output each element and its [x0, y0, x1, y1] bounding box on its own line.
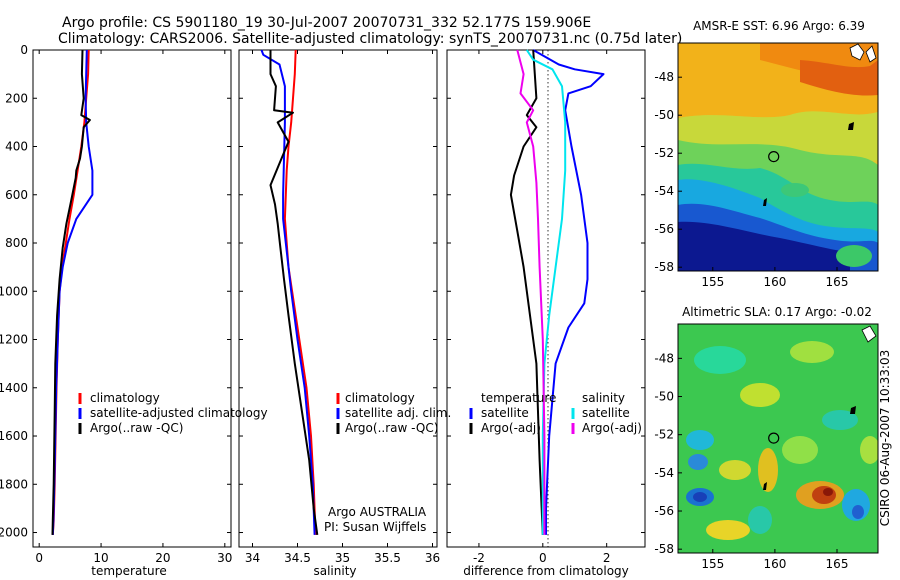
salinity-series-argo-raw-qc — [269, 50, 319, 536]
sst-lon-tick-label: 165 — [826, 275, 849, 289]
sst-lon-tick-label: 155 — [701, 275, 724, 289]
difference-xtick-label: 2 — [603, 551, 611, 565]
depth-tick-label: 1000 — [0, 284, 28, 298]
sst-lat-tick-label: -54 — [654, 184, 674, 198]
salinity-series-climatology — [283, 49, 317, 535]
temperature-xtick-label: 20 — [155, 551, 170, 565]
temperature-legend: climatology satellite-adjusted climatolo… — [78, 391, 268, 435]
depth-tick-label: 200 — [5, 91, 28, 105]
salinity-xtick-label: 35.5 — [374, 551, 401, 565]
sla-lon-tick-label: 155 — [701, 557, 724, 571]
sla-lat-tick-label: -48 — [654, 351, 674, 365]
credit-line-2: PI: Susan Wijffels — [324, 520, 426, 534]
temperature-xtick-label: 0 — [35, 551, 43, 565]
sla-map-ticks: 155 160 165 -48 -50 -52 -54 -56 -58 — [654, 351, 848, 571]
sst-lat-tick-label: -58 — [654, 260, 674, 274]
sst-lat-tick-label: -48 — [654, 70, 674, 84]
temperature-xtick-label: 10 — [93, 551, 108, 565]
sla-lat-tick-label: -54 — [654, 466, 674, 480]
depth-tick-label: 400 — [5, 140, 28, 154]
sla-lon-tick-label: 160 — [763, 557, 786, 571]
legend-label: Argo(..raw -QC) — [345, 421, 438, 435]
depth-tick-label: 1600 — [0, 429, 28, 443]
sst-lon-tick-label: 160 — [763, 275, 786, 289]
sla-lon-tick-label: 165 — [826, 557, 849, 571]
sla-map-frame — [677, 323, 879, 554]
difference-axes — [446, 49, 646, 548]
sla-map-title: Altimetric SLA: 0.17 Argo: -0.02 — [682, 305, 872, 319]
salinity-axes — [238, 49, 438, 548]
sst-lat-tick-label: -52 — [654, 146, 674, 160]
difference-series-temperature-satellite — [532, 49, 605, 535]
legend-label: Argo(-adj) — [481, 421, 541, 435]
argo-position-marker — [768, 151, 780, 163]
depth-tick-label: 1400 — [0, 381, 28, 395]
legend-label: satellite adj. clim. — [345, 406, 451, 420]
axis-ticks: 0 10 20 30020040060080010001200140016001800… — [0, 43, 645, 565]
credit-line-1: Argo AUSTRALIA — [328, 505, 427, 519]
legend-label: satellite-adjusted climatology — [90, 406, 268, 420]
difference-xtick-label: -2 — [473, 551, 485, 565]
depth-tick-label: 1200 — [0, 333, 28, 347]
header-line-2: Climatology: CARS2006. Satellite-adjuste… — [58, 31, 682, 47]
sla-lat-tick-label: -50 — [654, 390, 674, 404]
depth-tick-label: 2000 — [0, 526, 28, 540]
salinity-xtick-label: 36 — [425, 551, 440, 565]
difference-series-salinity-argo-adj — [516, 49, 546, 535]
legend-label: satellite — [582, 406, 630, 420]
sst-map-ticks: 155 160 165 -48 -50 -52 -54 -56 -58 — [654, 70, 848, 289]
sla-lat-tick-label: -52 — [654, 428, 674, 442]
salinity-series-satellite-adj-clim — [260, 49, 316, 535]
sst-map-title: AMSR-E SST: 6.96 Argo: 6.39 — [693, 19, 865, 33]
salinity-xtick-label: 35 — [335, 551, 350, 565]
legend-label: satellite — [481, 406, 529, 420]
legend-label: Argo(-adj) — [582, 421, 642, 435]
legend-label: climatology — [90, 391, 160, 405]
salinity-xlabel: salinity — [313, 564, 356, 578]
depth-tick-label: 600 — [5, 188, 28, 202]
legend-label: Argo(..raw -QC) — [90, 421, 183, 435]
salinity-legend: climatology satellite adj. clim. Argo(..… — [336, 391, 451, 435]
profile-lines — [51, 49, 605, 536]
depth-tick-label: 0 — [20, 43, 28, 57]
sst-map-frame — [677, 42, 879, 272]
legend-header-salinity: salinity — [582, 391, 625, 405]
sst-map-field — [678, 43, 878, 271]
depth-tick-label: 1800 — [0, 477, 28, 491]
timestamp-note: CSIRO 06-Aug-2007 10:33:03 — [878, 350, 892, 526]
sst-lat-tick-label: -50 — [654, 108, 674, 122]
temperature-axes — [32, 49, 232, 548]
temperature-xlabel: temperature — [91, 564, 166, 578]
difference-xlabel: difference from climatology — [463, 564, 629, 578]
salinity-xtick-label: 34 — [245, 551, 260, 565]
legend-header-temperature: temperature — [481, 391, 556, 405]
sla-lat-tick-label: -58 — [654, 542, 674, 556]
temperature-series-argo-raw-qc — [51, 49, 91, 535]
header-line-1: Argo profile: CS 5901180_19 30-Jul-2007 … — [62, 15, 591, 31]
temperature-xtick-label: 30 — [217, 551, 232, 565]
legend-label: climatology — [345, 391, 415, 405]
difference-series-temperature-argo-adj — [509, 49, 544, 535]
argo-position-marker — [768, 432, 780, 444]
salinity-xtick-label: 34.5 — [284, 551, 311, 565]
sst-lat-tick-label: -56 — [654, 222, 674, 236]
difference-xtick-label: 0 — [539, 551, 547, 565]
difference-legend: temperature satellite Argo(-adj) salinit… — [469, 391, 642, 435]
sla-lat-tick-label: -56 — [654, 504, 674, 518]
depth-tick-label: 800 — [5, 236, 28, 250]
